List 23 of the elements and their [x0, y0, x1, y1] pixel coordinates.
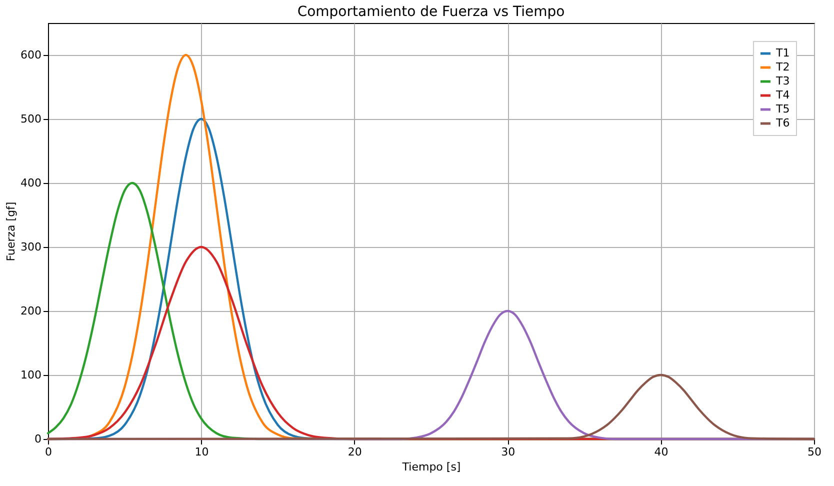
x-axis-title: Tiempo [s]	[401, 460, 461, 474]
legend-label: T2	[775, 60, 790, 74]
line-series	[46, 374, 816, 440]
chart-title: Comportamiento de Fuerza vs Tiempo	[297, 4, 565, 20]
x-tick-label: 30	[501, 446, 516, 458]
legend-label: T6	[775, 116, 790, 130]
x-tick-label: 50	[808, 446, 822, 458]
x-tick-label: 40	[654, 446, 668, 458]
x-tick-label: 20	[348, 446, 362, 458]
x-tick-label: 0	[45, 446, 52, 458]
legend-label: T5	[775, 102, 790, 116]
y-tick-label: 100	[20, 368, 42, 382]
y-tick-label: 200	[20, 304, 42, 318]
legend-label: T4	[775, 88, 790, 102]
x-tick-label: 10	[194, 446, 209, 458]
y-tick-label: 300	[20, 240, 42, 254]
y-tick-label: 0	[34, 432, 42, 446]
y-axis-title: Fuerza [gf]	[4, 202, 18, 262]
y-tick-label: 400	[20, 176, 42, 190]
y-tick-label: 500	[20, 112, 42, 126]
legend-label: T3	[775, 74, 790, 88]
legend-label: T1	[775, 46, 790, 60]
y-tick-label: 600	[20, 48, 42, 62]
